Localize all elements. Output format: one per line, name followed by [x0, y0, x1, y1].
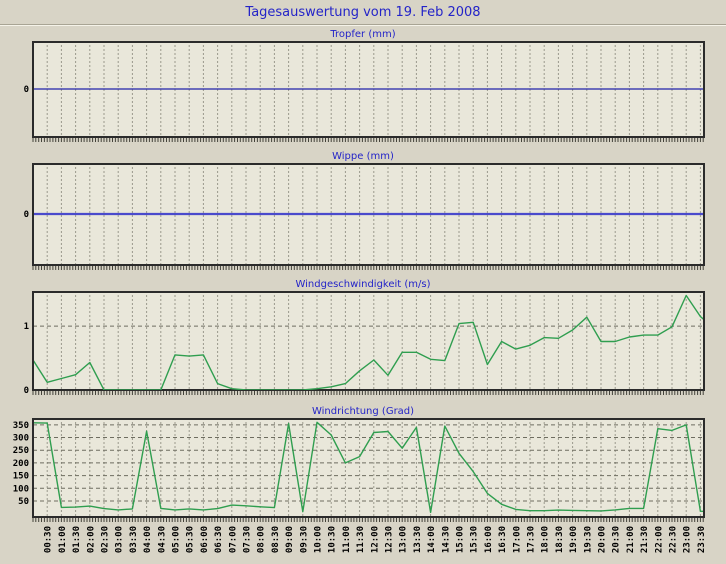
plot-area [33, 291, 704, 390]
title-separator [0, 24, 726, 26]
x-axis-label: 16:00 [484, 526, 494, 553]
chart-windrichtung: Windrichtung (Grad) 350 300 250 200 150 100 50 0… [0, 406, 726, 563]
x-axis-label: 18:30 [555, 526, 565, 553]
plot-frame [32, 163, 705, 266]
x-axis-label: 05:00 [172, 526, 182, 553]
x-axis-label: 10:30 [328, 526, 338, 553]
chart-title-windrichtung: Windrichtung (Grad) [311, 406, 415, 417]
x-axis-label: 08:00 [257, 526, 267, 553]
x-axis-label: 00:30 [44, 526, 54, 553]
data-line-windrichtung [34, 421, 703, 514]
x-axis-label: 14:30 [441, 526, 451, 553]
x-axis-label: 04:30 [157, 526, 167, 553]
x-axis-label: 19:30 [583, 526, 593, 553]
plot-frame [32, 41, 705, 138]
chart-title-windgeschwindigkeit: Windgeschwindigkeit (m/s) [295, 279, 431, 290]
x-axis-label: 04:00 [143, 526, 153, 553]
chart-canvas-tropfer: 0 [24, 41, 705, 142]
x-axis-label: 02:30 [101, 526, 111, 553]
y-axis-label-windrichtung: 350 [13, 421, 29, 431]
plot-area [33, 418, 704, 517]
x-axis-label: 13:30 [413, 526, 423, 553]
x-axis-label: 07:00 [228, 526, 238, 553]
y-axis-label-windrichtung: 100 [13, 484, 29, 494]
x-axis-label: 17:00 [512, 526, 522, 553]
x-axis-label: 18:00 [541, 526, 551, 553]
chart-canvas-windrichtung: 350 300 250 200 150 100 50 00:30 01:00 01:30 02:00… [13, 418, 707, 553]
y-axis-label-windrichtung: 300 [13, 434, 29, 444]
x-axis-label: 21:30 [640, 526, 650, 553]
x-axis-label: 03:30 [129, 526, 139, 553]
x-axis-label: 22:00 [654, 526, 664, 553]
y-axis-label-windrichtung: 200 [13, 459, 29, 469]
page-title: Tagesauswertung vom 19. Feb 2008 [245, 5, 481, 20]
chart-title-tropfer: Tropfer (mm) [330, 29, 396, 40]
data-line-windgeschwindigkeit [34, 294, 703, 390]
x-axis-label: 12:30 [385, 526, 395, 553]
chart-canvas-wippe: 0 [24, 163, 705, 270]
x-axis-label: 06:30 [214, 526, 224, 553]
y-axis-label-windgeschwindigkeit: 0 [24, 386, 29, 396]
y-axis-label-windrichtung: 150 [13, 472, 29, 482]
plot-frame [32, 291, 705, 391]
x-axis-label: 06:00 [200, 526, 210, 553]
x-minor-ticks [32, 391, 704, 395]
x-axis-label: 11:00 [342, 526, 352, 553]
x-axis-label: 01:30 [72, 526, 82, 553]
plot-frame [32, 418, 705, 518]
x-axis-label: 13:00 [399, 526, 409, 553]
x-axis-label: 10:00 [314, 526, 324, 553]
x-axis-label: 07:30 [243, 526, 253, 553]
charts-container: Tropfer (mm) 0 Wippe (mm) 0 Windgeschwindigk… [0, 29, 726, 563]
x-minor-ticks [32, 138, 704, 142]
vertical-gridlines [46, 418, 701, 517]
x-minor-ticks [32, 518, 704, 522]
x-axis-label: 01:00 [58, 526, 68, 553]
chart-windgeschwindigkeit: Windgeschwindigkeit (m/s) 1 0 [0, 279, 726, 396]
x-axis-label: 16:30 [498, 526, 508, 553]
chart-title-wippe: Wippe (mm) [332, 151, 394, 162]
y-axis-label-windgeschwindigkeit: 1 [24, 322, 29, 332]
x-axis-label: 09:30 [299, 526, 309, 553]
y-axis-label-wippe: 0 [24, 210, 29, 220]
vertical-gridlines [46, 291, 701, 390]
x-axis-label: 19:00 [569, 526, 579, 553]
chart-tropfer: Tropfer (mm) 0 [0, 29, 726, 143]
x-axis-label: 21:00 [626, 526, 636, 553]
x-axis-label: 17:30 [527, 526, 537, 553]
x-axis-label: 14:00 [427, 526, 437, 553]
x-axis-label: 08:30 [271, 526, 281, 553]
y-axis-label-windrichtung: 50 [18, 497, 29, 507]
x-axis-label: 22:30 [669, 526, 679, 553]
x-axis-label: 15:00 [456, 526, 466, 553]
x-axis-label: 09:00 [285, 526, 295, 553]
x-axis-label: 12:00 [370, 526, 380, 553]
x-axis-label: 05:30 [186, 526, 196, 553]
y-axis-label-windrichtung: 250 [13, 446, 29, 456]
y-axis-label-tropfer: 0 [24, 85, 29, 95]
chart-canvas-windgeschwindigkeit: 10 [24, 291, 705, 396]
x-axis-label: 23:00 [683, 526, 693, 553]
x-axis-label: 23:30 [697, 526, 707, 553]
x-minor-ticks [32, 266, 704, 270]
x-axis-label: 02:00 [86, 526, 96, 553]
x-axis-label: 11:30 [356, 526, 366, 553]
x-axis-label: 20:00 [598, 526, 608, 553]
x-axis-label: 03:00 [115, 526, 125, 553]
chart-wippe: Wippe (mm) 0 [0, 151, 726, 271]
x-axis-label: 20:30 [612, 526, 622, 553]
x-axis-label: 15:30 [470, 526, 480, 553]
